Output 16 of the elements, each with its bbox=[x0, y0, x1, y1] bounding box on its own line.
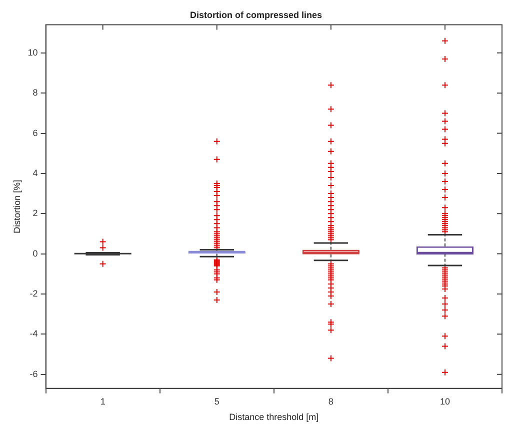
y-tick-label: 10 bbox=[28, 47, 38, 58]
x-tick-label: 1 bbox=[100, 396, 106, 406]
x-tick-label: 5 bbox=[214, 396, 220, 406]
y-tick-label: 4 bbox=[32, 168, 38, 178]
y-axis-title: Distortion [%] bbox=[12, 180, 22, 234]
y-tick-label: 8 bbox=[32, 88, 38, 98]
y-tick-label: 0 bbox=[32, 248, 38, 258]
y-tick-label: -4 bbox=[30, 328, 38, 339]
y-tick-label: -2 bbox=[30, 288, 38, 298]
x-tick-label: 10 bbox=[440, 396, 450, 406]
chart-title: Distortion of compressed lines bbox=[190, 10, 322, 20]
y-tick-label: -6 bbox=[30, 368, 38, 379]
x-axis-title: Distance threshold [m] bbox=[229, 412, 319, 422]
y-tick-label: 2 bbox=[32, 208, 38, 218]
x-tick-label: 8 bbox=[328, 396, 334, 406]
y-tick-label: 6 bbox=[32, 128, 38, 138]
